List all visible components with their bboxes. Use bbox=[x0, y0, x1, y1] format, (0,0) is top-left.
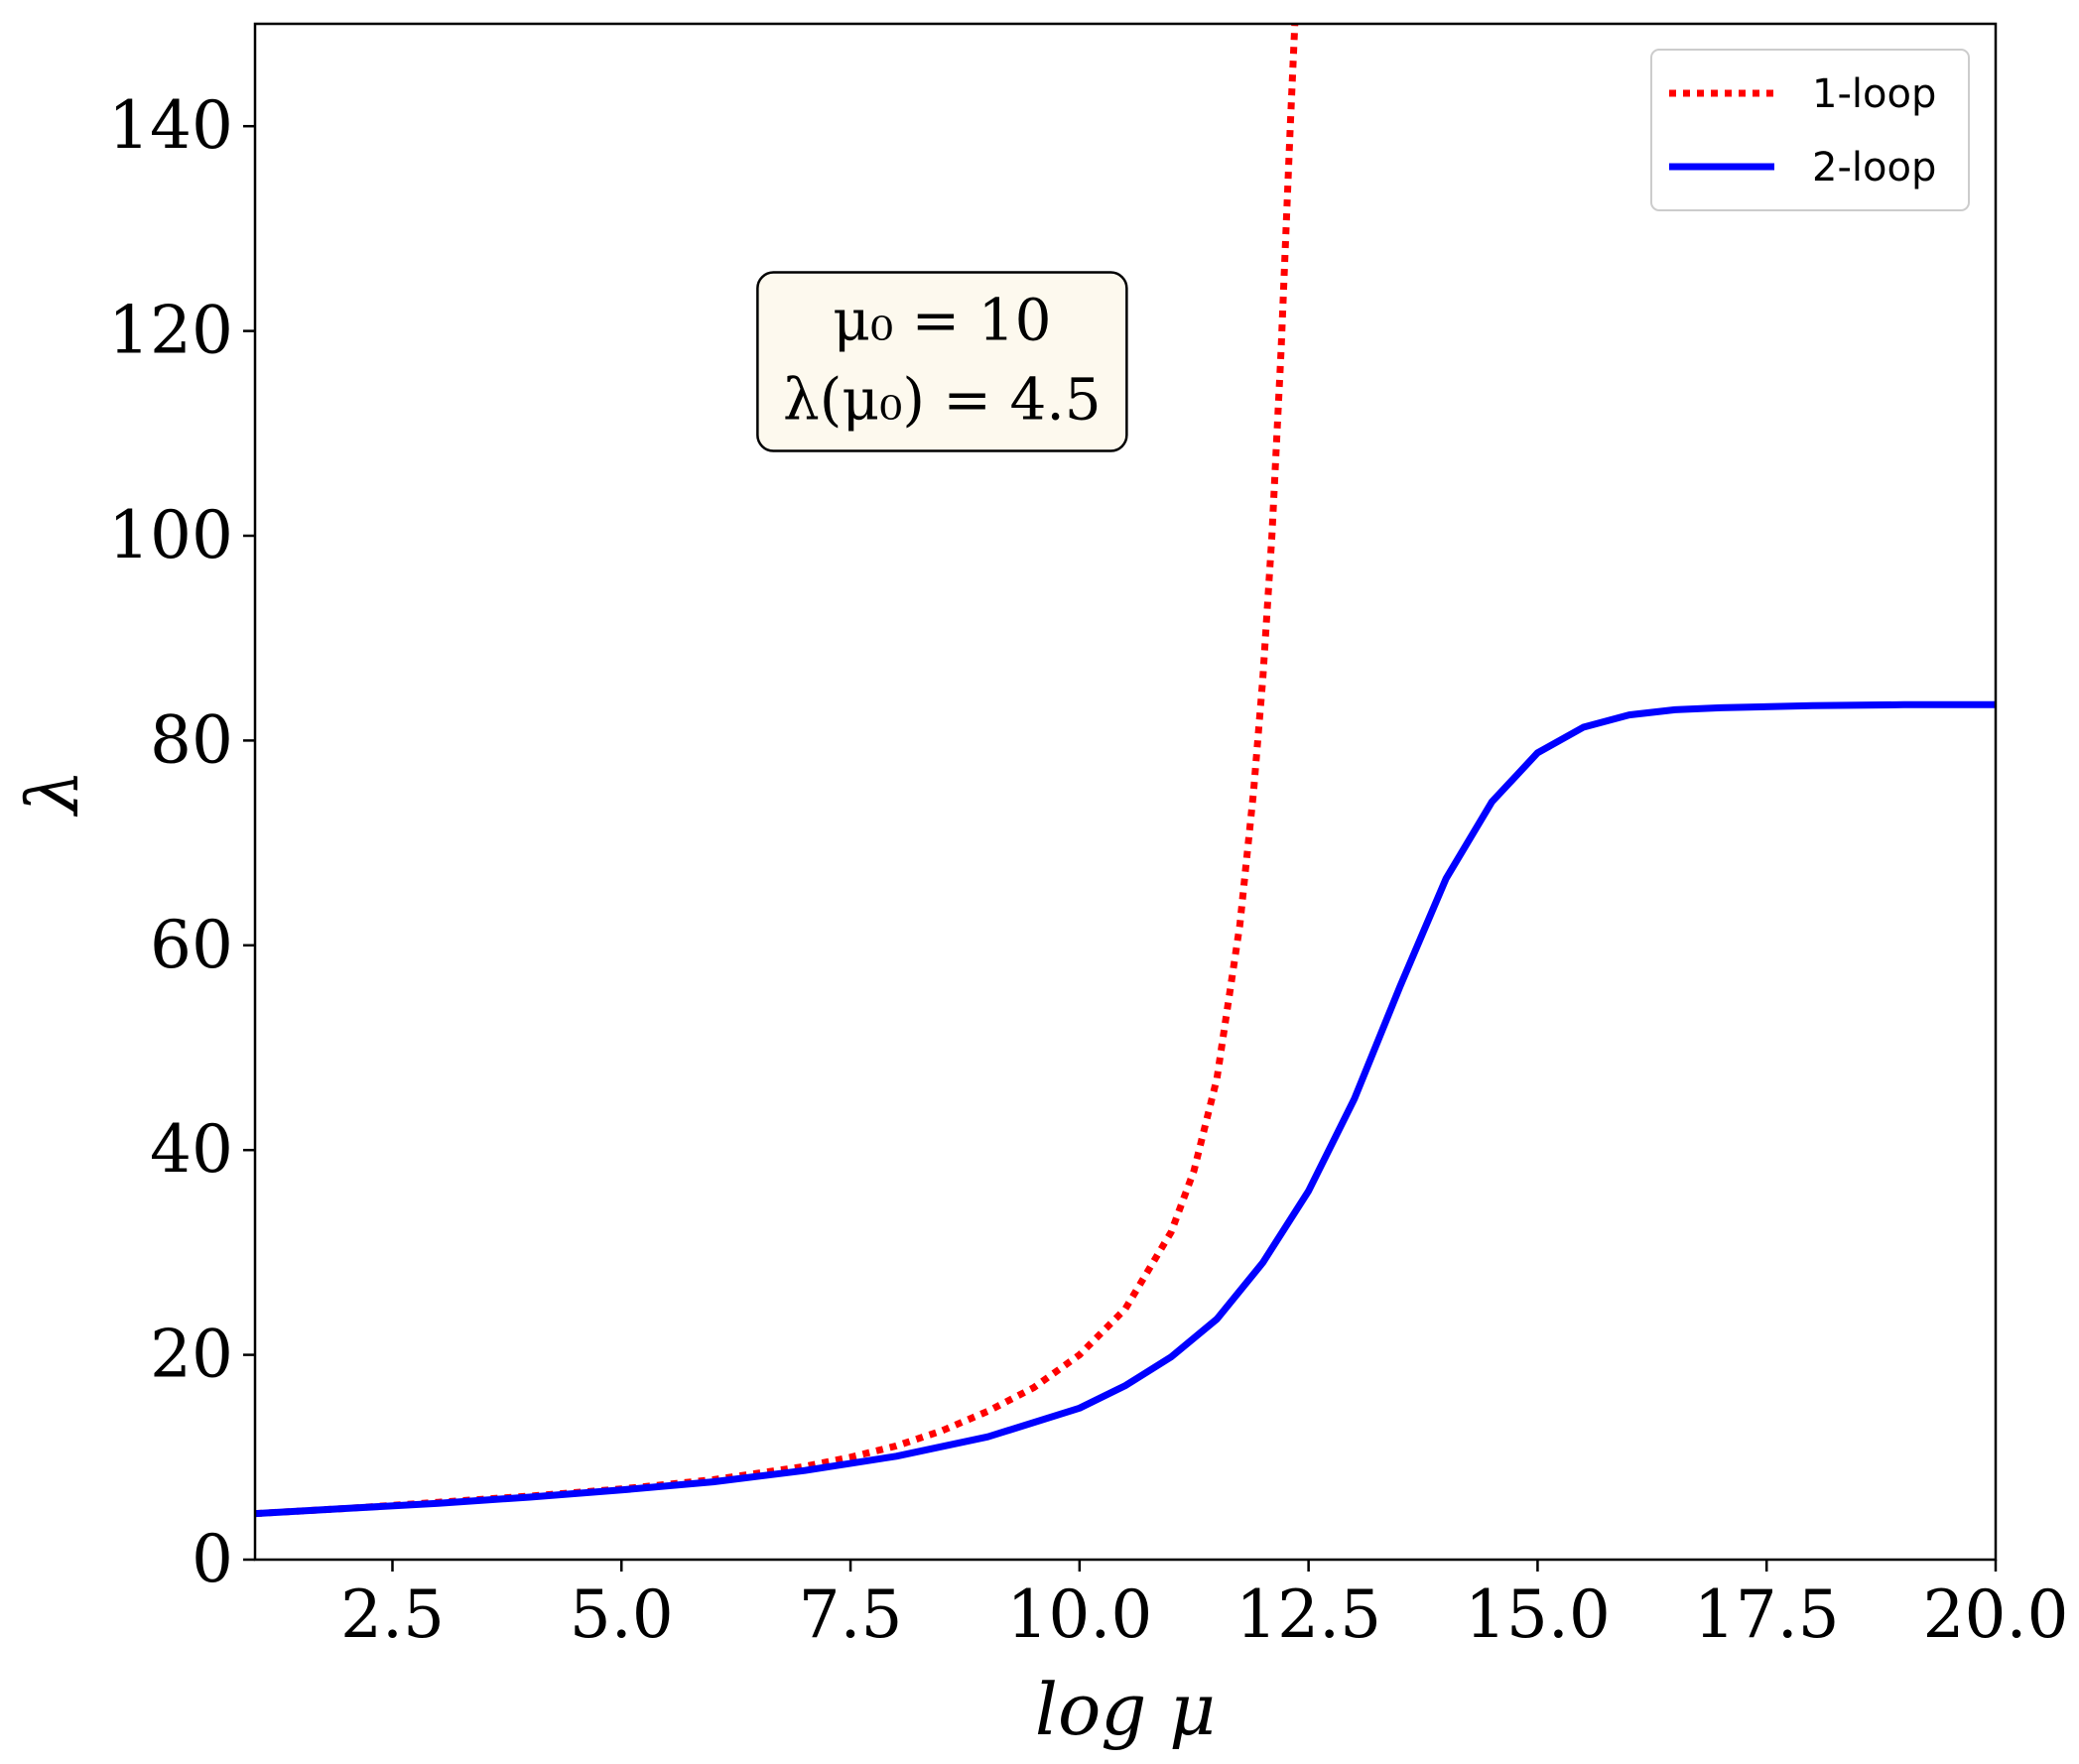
x-axis: 2.5 5.0 7.5 10.0 12.5 15.0 17.5 20.0 bbox=[340, 1560, 2068, 1653]
legend-label-2-loop: 2-loop bbox=[1812, 145, 1936, 190]
annotation-line-2: λ(μ₀) = 4.5 bbox=[783, 366, 1102, 434]
annotation-box: μ₀ = 10 λ(μ₀) = 4.5 bbox=[756, 271, 1128, 452]
x-tick-label: 2.5 bbox=[340, 1576, 445, 1653]
y-tick-label: 60 bbox=[150, 907, 233, 983]
series-line-2-loop bbox=[255, 700, 1996, 1518]
annotation-line-1: μ₀ = 10 bbox=[833, 287, 1051, 354]
y-axis-label: λ bbox=[11, 769, 94, 818]
annotation-frame bbox=[756, 271, 1128, 452]
x-tick-label: 7.5 bbox=[799, 1576, 903, 1653]
y-tick-label: 80 bbox=[150, 701, 233, 778]
y-tick-label: 20 bbox=[150, 1317, 233, 1393]
x-tick-label: 17.5 bbox=[1694, 1576, 1840, 1653]
x-tick-label: 12.5 bbox=[1235, 1576, 1381, 1653]
x-axis-label: log μ bbox=[1035, 1668, 1216, 1751]
series-layer bbox=[255, 24, 1996, 1518]
y-tick-label: 140 bbox=[108, 87, 233, 164]
plot-frame bbox=[253, 22, 1998, 1562]
x-tick-label: 20.0 bbox=[1923, 1576, 2069, 1653]
y-tick-label: 120 bbox=[108, 293, 233, 369]
x-tick-label: 15.0 bbox=[1465, 1576, 1611, 1653]
x-tick-label: 5.0 bbox=[570, 1576, 674, 1653]
legend: 1-loop 2-loop bbox=[1650, 49, 1970, 211]
plot-background bbox=[255, 24, 1996, 1560]
y-tick-label: 40 bbox=[150, 1111, 233, 1188]
y-axis: 0 20 40 60 80 100 120 140 bbox=[108, 87, 255, 1597]
legend-label-1-loop: 1-loop bbox=[1812, 71, 1936, 117]
x-tick-label: 10.0 bbox=[1006, 1576, 1152, 1653]
y-tick-label: 0 bbox=[192, 1521, 233, 1597]
y-tick-label: 100 bbox=[108, 497, 233, 573]
